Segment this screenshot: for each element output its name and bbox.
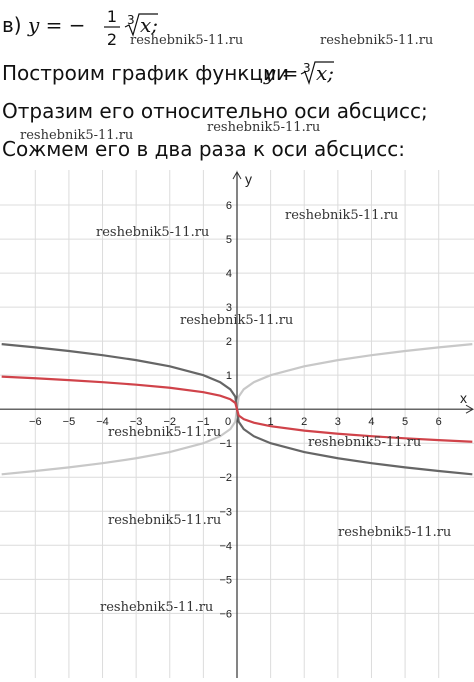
x-tick-label: −2: [163, 416, 176, 428]
x-tick-label: −1: [197, 416, 210, 428]
root-index: 3: [303, 61, 311, 75]
item-label: в): [2, 13, 22, 37]
x-tick-label: 2: [301, 416, 307, 428]
x-tick-label: 0: [225, 416, 231, 428]
x-tick-label: −4: [96, 416, 109, 428]
y-tick-label: −3: [219, 506, 232, 518]
watermark: reshebnik5-11.ru: [96, 225, 209, 240]
root-index: 3: [127, 13, 135, 27]
watermark: reshebnik5-11.ru: [320, 33, 433, 48]
radicand: x;: [140, 13, 158, 37]
y-tick-label: −5: [219, 574, 232, 586]
formula: y =: [263, 61, 298, 85]
watermark: reshebnik5-11.ru: [100, 600, 213, 615]
y-tick-label: 5: [226, 234, 232, 246]
watermark: reshebnik5-11.ru: [108, 425, 221, 440]
denominator: 2: [107, 30, 117, 49]
y-tick-label: 3: [226, 302, 232, 314]
watermark: reshebnik5-11.ru: [180, 313, 293, 328]
watermark: reshebnik5-11.ru: [308, 435, 421, 450]
x-tick-label: 6: [436, 416, 442, 428]
watermark: reshebnik5-11.ru: [130, 33, 243, 48]
watermark: reshebnik5-11.ru: [285, 208, 398, 223]
watermark: reshebnik5-11.ru: [207, 120, 320, 135]
y-tick-label: 6: [226, 200, 232, 212]
x-tick-label: −3: [130, 416, 143, 428]
y-tick-label: 2: [226, 336, 232, 348]
x-tick-label: 1: [268, 416, 274, 428]
text-line: Сожмем его в два раза к оси абсцисс:: [2, 137, 405, 161]
radical: [300, 61, 334, 85]
x-tick-label: −6: [29, 416, 42, 428]
watermarks: reshebnik5-11.ru reshebnik5-11.ru reshebni…: [20, 33, 451, 615]
y-tick-label: 4: [226, 268, 232, 280]
watermark: reshebnik5-11.ru: [108, 513, 221, 528]
x-tick-label: −5: [63, 416, 76, 428]
x-tick-label: 4: [368, 416, 374, 428]
watermark: reshebnik5-11.ru: [338, 525, 451, 540]
numerator: 1: [107, 7, 117, 26]
x-axis-label: x: [460, 390, 467, 406]
radical: [124, 13, 158, 37]
formula: y = −: [27, 13, 86, 37]
radicand: x;: [316, 61, 334, 85]
y-tick-label: 1: [226, 370, 232, 382]
text-line: Отразим его относительно оси абсцисс;: [2, 99, 428, 123]
y-tick-label: −2: [219, 472, 232, 484]
y-arrow: [232, 170, 242, 180]
y-axis-label: y: [245, 171, 252, 187]
text-line: Построим график функции: [2, 61, 289, 85]
y-tick-label: −1: [219, 438, 232, 450]
x-tick-label: 3: [335, 416, 341, 428]
y-tick-label: −4: [219, 540, 232, 552]
watermark: reshebnik5-11.ru: [20, 128, 133, 143]
x-tick-label: 5: [402, 416, 408, 428]
x-arrow: [465, 404, 474, 414]
function-curve: [1, 375, 473, 443]
chart: −6 −5 −4 −3 −2 −1 0 1 2 3 4 5 6 −6 −5 −4 −3 −2 −1 1 2 3 4 5 6 x y: [0, 170, 474, 678]
y-tick-label: −6: [219, 608, 232, 620]
